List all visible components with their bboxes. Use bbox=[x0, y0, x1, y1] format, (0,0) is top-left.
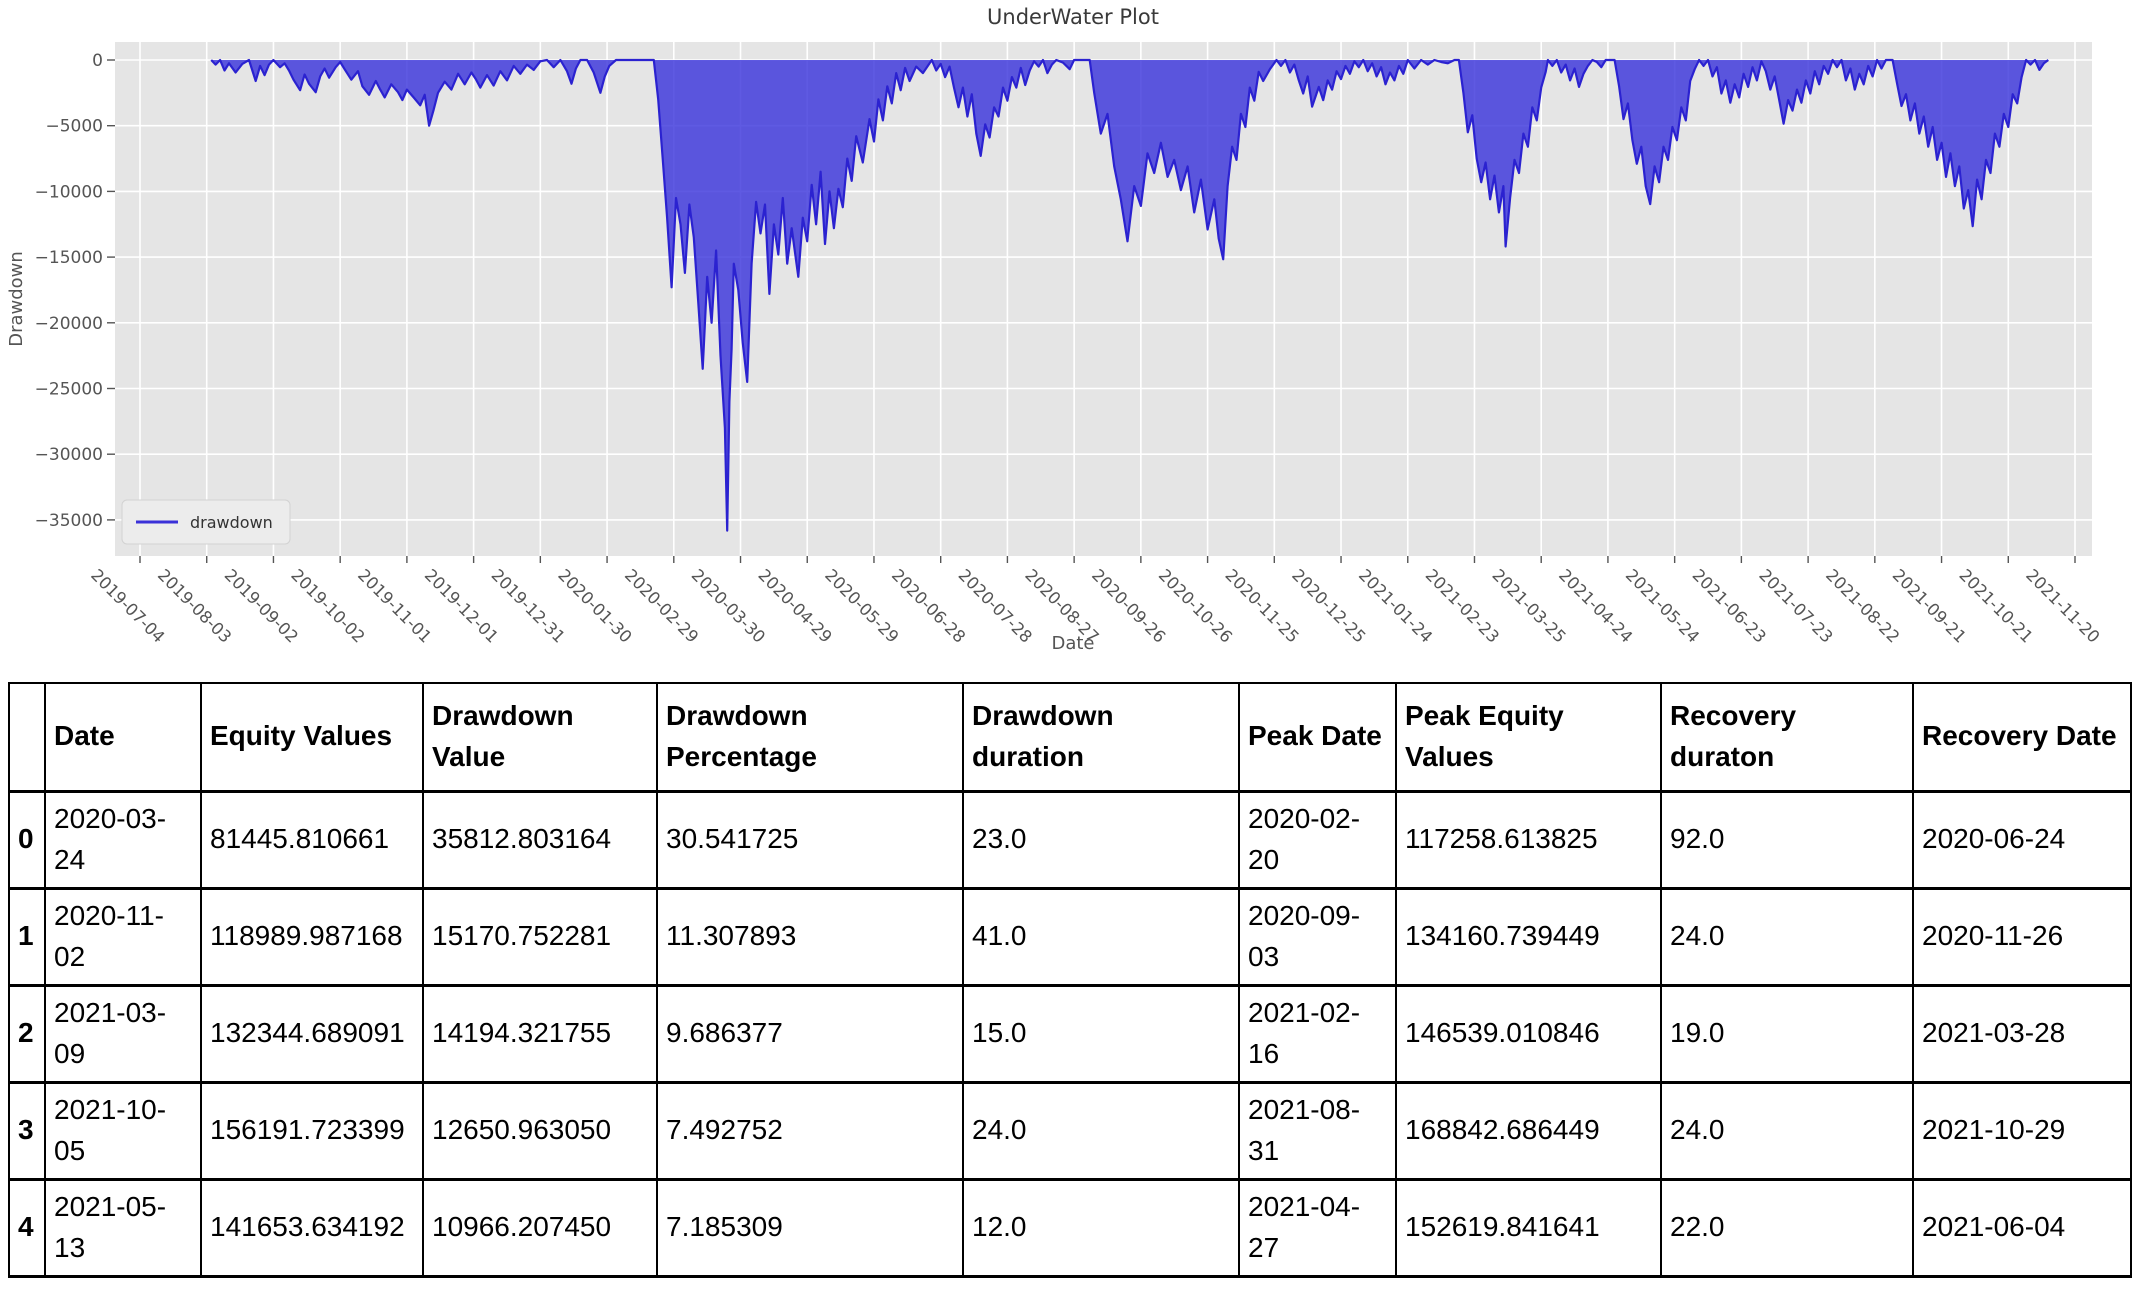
cell: 2020-03-24 bbox=[44, 790, 202, 889]
y-tick-label: −5000 bbox=[45, 117, 103, 137]
y-tick-label: −25000 bbox=[35, 380, 103, 400]
column-header: Peak Equity Values bbox=[1395, 682, 1662, 792]
column-header: Date bbox=[44, 682, 202, 792]
cell: 23.0 bbox=[962, 790, 1240, 889]
drawdown-series bbox=[210, 58, 2049, 532]
y-tick-label: −20000 bbox=[35, 314, 103, 334]
row-index: 4 bbox=[8, 1178, 46, 1277]
cell: 2021-10-29 bbox=[1912, 1081, 2132, 1180]
cell: 117258.613825 bbox=[1395, 790, 1662, 889]
y-axis-label: Drawdown bbox=[6, 251, 27, 347]
cell: 146539.010846 bbox=[1395, 984, 1662, 1083]
cell: 152619.841641 bbox=[1395, 1178, 1662, 1277]
cell: 2021-08-31 bbox=[1238, 1081, 1397, 1180]
y-tick-label: −15000 bbox=[35, 248, 103, 268]
cell: 2021-06-04 bbox=[1912, 1178, 2132, 1277]
cell: 132344.689091 bbox=[200, 984, 424, 1083]
table-row: 3 2021-10-05 156191.723399 12650.963050 7.49… bbox=[8, 1081, 2132, 1180]
underwater-plot: 2019-07-04 2019-08-03 2019-09-02 2019-10-02… bbox=[6, 5, 2104, 654]
cell: 11.307893 bbox=[656, 887, 964, 986]
cell: 15170.752281 bbox=[422, 887, 658, 986]
gridlines bbox=[115, 42, 2092, 556]
x-axis-label: Date bbox=[1051, 633, 1094, 654]
cell: 2021-04-27 bbox=[1238, 1178, 1397, 1277]
row-index: 2 bbox=[8, 984, 46, 1083]
chart-canvas: 2019-07-042019-08-032019-09-022019-10-02… bbox=[6, 5, 2103, 654]
cell: 24.0 bbox=[1660, 887, 1914, 986]
drawdown-results-table: Date Equity Values Drawdown Value Drawdown … bbox=[8, 682, 2132, 1278]
cell: 7.185309 bbox=[656, 1178, 964, 1277]
cell: 35812.803164 bbox=[422, 790, 658, 889]
row-index: 3 bbox=[8, 1081, 46, 1180]
cell: 12650.963050 bbox=[422, 1081, 658, 1180]
cell: 30.541725 bbox=[656, 790, 964, 889]
cell: 118989.987168 bbox=[200, 887, 424, 986]
cell: 2020-11-02 bbox=[44, 887, 202, 986]
y-tick-label: −35000 bbox=[35, 511, 103, 531]
y-tick-label: −30000 bbox=[35, 445, 103, 465]
cell: 12.0 bbox=[962, 1178, 1240, 1277]
table-row: 1 2020-11-02 118989.987168 15170.752281 11.3… bbox=[8, 887, 2132, 986]
column-header: Recovery duraton bbox=[1660, 682, 1914, 792]
cell: 2021-05-13 bbox=[44, 1178, 202, 1277]
cell: 19.0 bbox=[1660, 984, 1914, 1083]
x-tick-labels: 2019-07-042019-08-032019-09-022019-10-02… bbox=[87, 565, 2103, 646]
cell: 2020-06-24 bbox=[1912, 790, 2132, 889]
table-row: 4 2021-05-13 141653.634192 10966.207450 7.18… bbox=[8, 1178, 2132, 1277]
cell: 168842.686449 bbox=[1395, 1081, 1662, 1180]
legend-drawdown-label: drawdown bbox=[190, 513, 273, 532]
cell: 14194.321755 bbox=[422, 984, 658, 1083]
column-header: Drawdown Value bbox=[422, 682, 658, 792]
cell: 2020-02-20 bbox=[1238, 790, 1397, 889]
y-tick-label: −10000 bbox=[35, 182, 103, 202]
drawdown-table-section: Date Equity Values Drawdown Value Drawdown … bbox=[8, 682, 2146, 1278]
cell: 2021-10-05 bbox=[44, 1081, 202, 1180]
cell: 141653.634192 bbox=[200, 1178, 424, 1277]
cell: 9.686377 bbox=[656, 984, 964, 1083]
y-tick-labels: 0 −5000 −10000 −15000 −20000 −25000 −30000 −350… bbox=[35, 51, 103, 531]
column-header: Peak Date bbox=[1238, 682, 1397, 792]
cell: 15.0 bbox=[962, 984, 1240, 1083]
tick-marks bbox=[107, 59, 2076, 563]
cell: 2021-02-16 bbox=[1238, 984, 1397, 1083]
legend-box bbox=[121, 499, 291, 545]
cell: 41.0 bbox=[962, 887, 1240, 986]
table-row: 2 2021-03-09 132344.689091 14194.321755 9.68… bbox=[8, 984, 2132, 1083]
cell: 2020-11-26 bbox=[1912, 887, 2132, 986]
drawdown-area bbox=[211, 60, 2049, 531]
cell: 2021-03-28 bbox=[1912, 984, 2132, 1083]
y-tick-label: 0 bbox=[92, 51, 103, 71]
cell: 24.0 bbox=[962, 1081, 1240, 1180]
cell: 2021-03-09 bbox=[44, 984, 202, 1083]
column-header: Recovery Date bbox=[1912, 682, 2132, 792]
column-header: Equity Values bbox=[200, 682, 424, 792]
cell: 10966.207450 bbox=[422, 1178, 658, 1277]
table-header-row: Date Equity Values Drawdown Value Drawdown … bbox=[8, 682, 2132, 792]
cell: 92.0 bbox=[1660, 790, 1914, 889]
cell: 156191.723399 bbox=[200, 1081, 424, 1180]
column-header: Drawdown Percentage bbox=[656, 682, 964, 792]
row-index: 1 bbox=[8, 887, 46, 986]
drawdown-line bbox=[210, 58, 2049, 532]
corner-header bbox=[8, 682, 46, 792]
row-index: 0 bbox=[8, 790, 46, 889]
table-row: 0 2020-03-24 81445.810661 35812.803164 30.54… bbox=[8, 790, 2132, 889]
legend: drawdown bbox=[121, 499, 291, 545]
column-header: Drawdown duration bbox=[962, 682, 1240, 792]
cell: 81445.810661 bbox=[200, 790, 424, 889]
cell: 134160.739449 bbox=[1395, 887, 1662, 986]
cell: 7.492752 bbox=[656, 1081, 964, 1180]
cell: 2020-09-03 bbox=[1238, 887, 1397, 986]
cell: 22.0 bbox=[1660, 1178, 1914, 1277]
cell: 24.0 bbox=[1660, 1081, 1914, 1180]
chart-title: UnderWater Plot bbox=[987, 5, 1159, 29]
